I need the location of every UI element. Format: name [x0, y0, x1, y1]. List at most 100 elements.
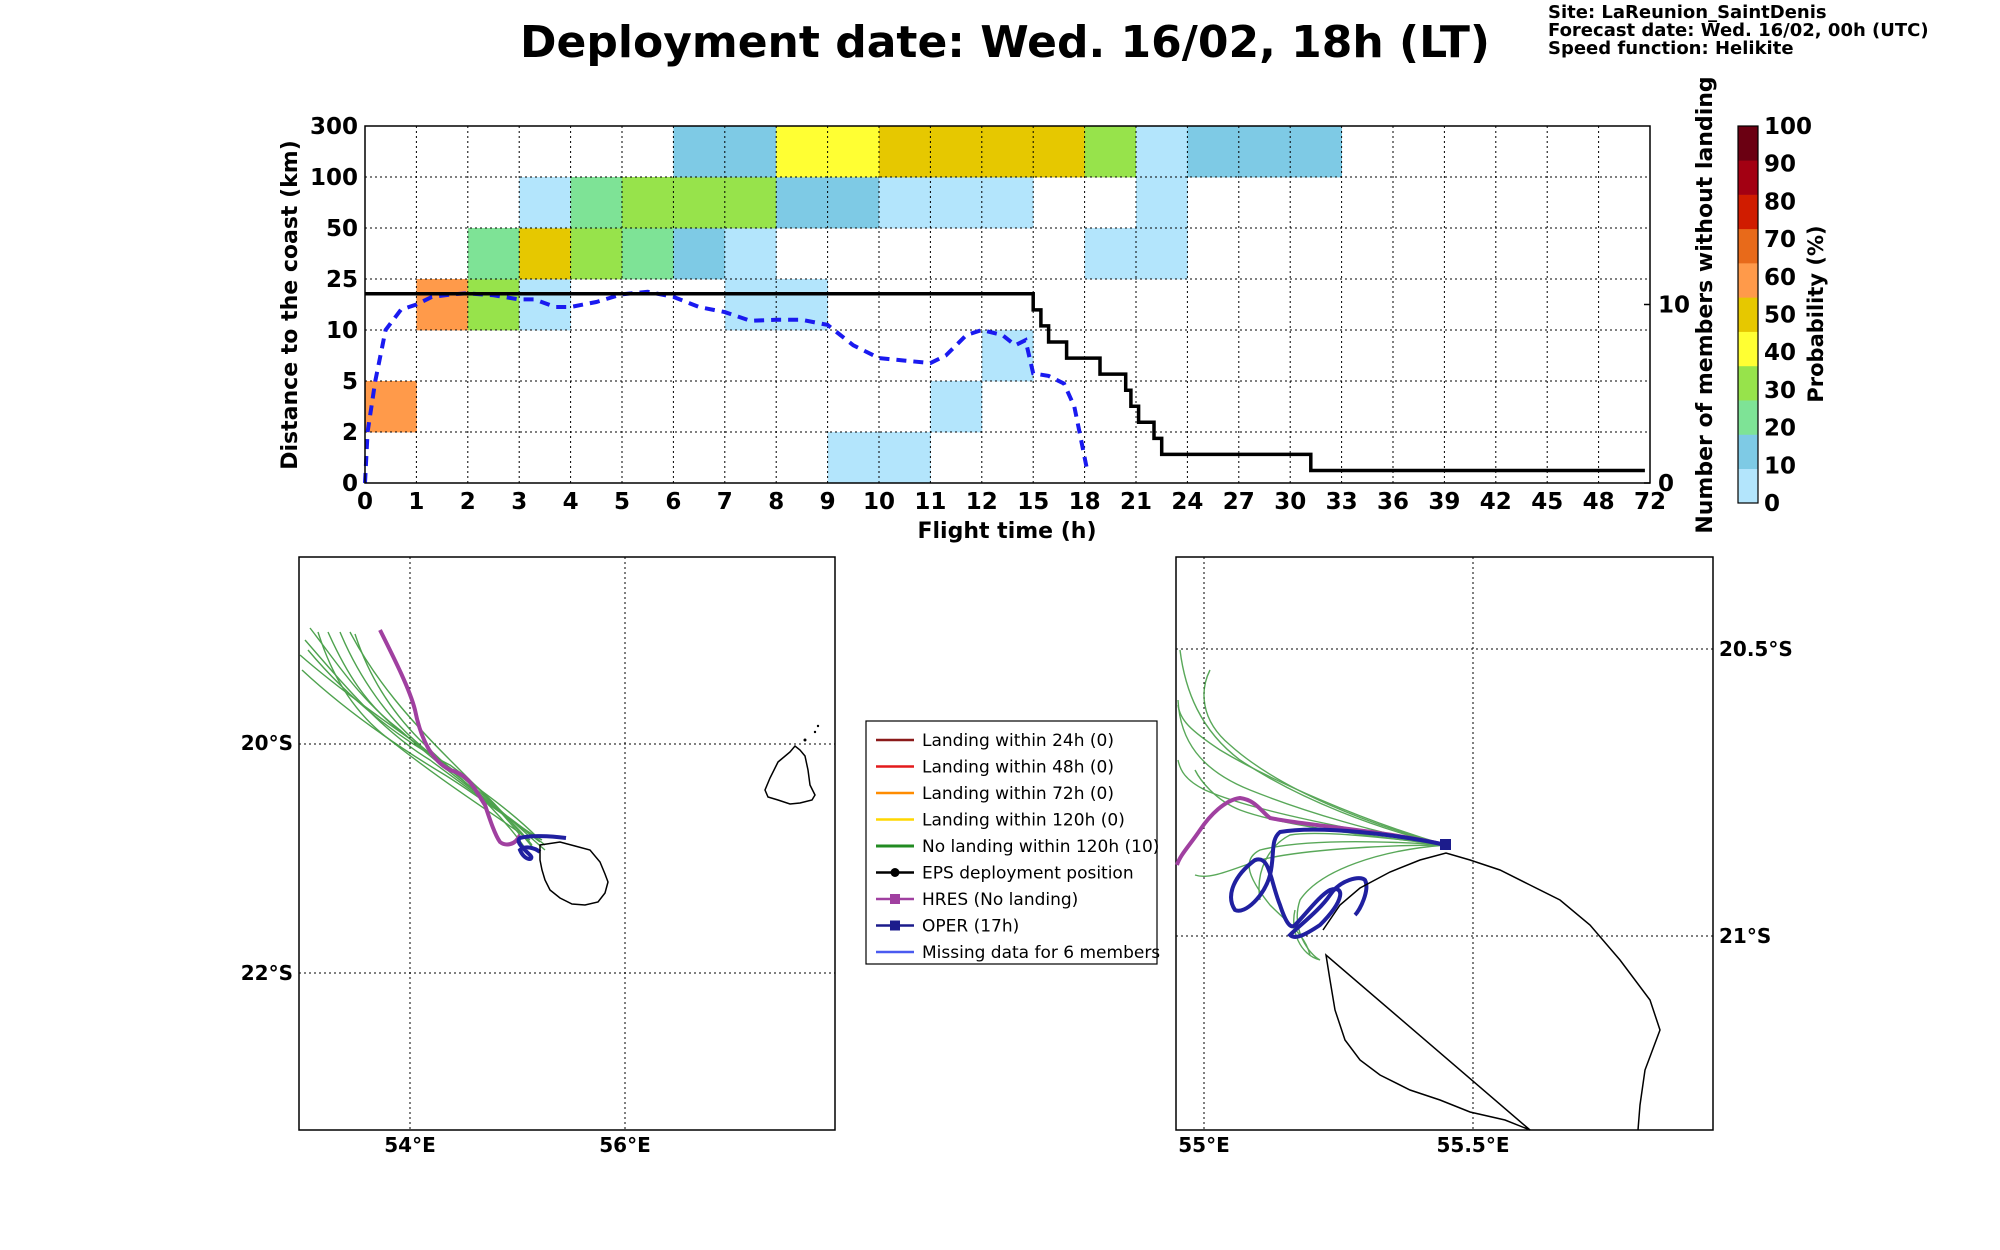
heatmap-ytick-label: 300 [310, 114, 358, 140]
heatmap-y2-ticks: 0 10 [1644, 293, 1690, 497]
heatmap-cell [1033, 126, 1085, 178]
colorbar-cells [1737, 125, 1759, 504]
legend: Landing within 24h (0) Landing within 48h… [865, 720, 1160, 965]
map-left-ytick: 22°S [241, 961, 293, 985]
heatmap-cell [673, 228, 726, 280]
heatmap-y2tick-label: 10 [1658, 293, 1690, 319]
colorbar-frame [1737, 125, 1759, 504]
heatmap-xtick-label: 11 [914, 489, 946, 515]
heatmap-xtick-label: 7 [717, 489, 733, 515]
legend-box [865, 720, 1158, 965]
heatmap-cell [930, 177, 983, 229]
map-left-coast-mauritius [764, 744, 816, 805]
heatmap-xtick-label: 18 [1069, 489, 1101, 515]
colorbar-segment [1738, 400, 1758, 435]
map-right-deployment-marker [1440, 839, 1451, 850]
heatmap-cell [622, 228, 674, 280]
legend-label: EPS deployment position [922, 864, 1134, 884]
heatmap-cells [365, 126, 1342, 484]
heatmap-cell [673, 177, 726, 229]
map-left: 54°E 56°E 20°S 22°S [241, 556, 836, 1157]
legend-marker [890, 920, 900, 931]
map-left-xtick: 56°E [599, 1133, 651, 1157]
legend-label: Landing within 24h (0) [922, 731, 1114, 751]
map-left-ytick: 20°S [241, 731, 293, 755]
heatmap-cell [1084, 126, 1137, 178]
heatmap-xtick-label: 27 [1223, 489, 1255, 515]
map-left-xtick: 54°E [384, 1133, 436, 1157]
heatmap-xtick-label: 72 [1634, 489, 1666, 515]
legend-label: Landing within 120h (0) [922, 811, 1125, 831]
colorbar-segment [1738, 194, 1758, 230]
legend-label: OPER (17h) [922, 917, 1019, 937]
heatmap-cell [570, 228, 623, 280]
heatmap-xtick-label: 21 [1120, 489, 1152, 515]
heatmap-cell [827, 432, 880, 484]
heatmap-xtick-label: 4 [563, 489, 579, 515]
map-right-xtick: 55°E [1178, 1133, 1230, 1157]
heatmap-cell [1136, 177, 1188, 229]
heatmap-cell [622, 177, 674, 229]
colorbar-label: Probability (%) [1804, 225, 1828, 402]
heatmap-xtick-label: 3 [511, 489, 527, 515]
info-site: Site: LaReunion_SaintDenis [1548, 2, 1827, 23]
legend-marker [890, 894, 900, 904]
map-right-oper-track [1229, 827, 1447, 939]
heatmap-xtick-label: 8 [768, 489, 784, 515]
heatmap-xtick-label: 9 [820, 489, 836, 515]
heatmap-cell [879, 126, 931, 178]
heatmap-cell [1238, 126, 1291, 178]
heatmap-xtick-label: 36 [1377, 489, 1409, 515]
colorbar: 0 10 20 30 40 50 60 70 80 90 100 Probability (%) [1737, 114, 1828, 517]
heatmap-xtick-label: 6 [665, 489, 681, 515]
map-left-green-trajectories [299, 627, 546, 851]
colorbar-segment [1738, 228, 1758, 264]
heatmap-cell [930, 381, 983, 433]
heatmap-xtick-label: 24 [1171, 489, 1203, 515]
colorbar-segment [1738, 126, 1758, 161]
legend-marker [890, 868, 900, 877]
heatmap-xtick-label: 0 [357, 489, 373, 515]
colorbar-tick-label: 20 [1764, 416, 1796, 442]
colorbar-segment [1738, 160, 1758, 195]
map-right-ticks: 55°E 55.5°E 20.5°S 21°S [1178, 637, 1793, 1157]
colorbar-segment [1738, 297, 1758, 332]
heatmap-xtick-label: 12 [966, 489, 998, 515]
heatmap-cell [467, 279, 520, 331]
colorbar-tick-label: 90 [1764, 152, 1796, 178]
map-left-frame [298, 556, 836, 1131]
map-left-islets [803, 724, 820, 742]
heatmap-ytick-label: 10 [326, 318, 358, 344]
map-right-xtick: 55.5°E [1436, 1133, 1509, 1157]
heatmap-cell [981, 126, 1034, 178]
heatmap-cell [519, 177, 571, 229]
map-right-ytick: 21°S [1719, 924, 1771, 948]
colorbar-segment [1738, 365, 1758, 401]
colorbar-tick-label: 60 [1764, 265, 1796, 291]
heatmap-ytick-label: 100 [310, 165, 358, 191]
legend-label: Landing within 48h (0) [922, 758, 1114, 778]
map-right-grid [1176, 557, 1713, 1130]
heatmap-xtick-label: 33 [1326, 489, 1358, 515]
heatmap-xtick-label: 30 [1274, 489, 1306, 515]
colorbar-tick-label: 30 [1764, 378, 1796, 404]
heatmap-cell [776, 177, 828, 229]
map-left-coast-reunion [539, 841, 609, 906]
heatmap-cell [827, 177, 880, 229]
heatmap-cell [673, 126, 726, 178]
heatmap-ytick-label: 2 [342, 420, 358, 446]
heatmap-cell [724, 228, 777, 280]
legend-label: Missing data for 6 members [922, 943, 1160, 963]
heatmap-cell [776, 279, 828, 331]
legend-entries: Landing within 24h (0) Landing within 48h… [876, 731, 1160, 963]
colorbar-segment [1738, 263, 1758, 298]
colorbar-tick-label: 100 [1764, 114, 1812, 140]
heatmap-xtick-label: 48 [1583, 489, 1615, 515]
info-speed-function: Speed function: Helikite [1548, 38, 1794, 59]
heatmap-cell [879, 432, 931, 484]
map-right: 55°E 55.5°E 20.5°S 21°S [1175, 556, 1793, 1157]
heatmap-xtick-label: 45 [1531, 489, 1563, 515]
heatmap-xtick-label: 42 [1480, 489, 1512, 515]
